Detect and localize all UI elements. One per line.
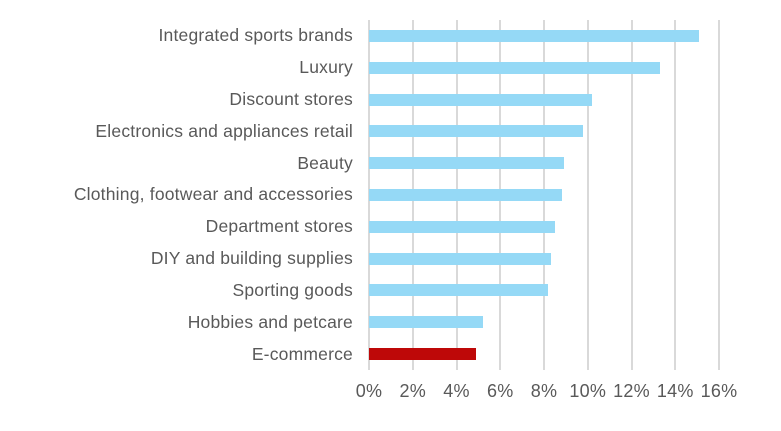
bar xyxy=(369,93,593,106)
bar xyxy=(369,252,551,265)
category-label: Department stores xyxy=(205,216,353,237)
gridline xyxy=(718,20,720,370)
category-label: Sporting goods xyxy=(232,279,353,300)
category-label: Beauty xyxy=(297,152,353,173)
gridline xyxy=(674,20,677,370)
bar xyxy=(369,189,562,201)
x-tick-label: 0% xyxy=(355,381,383,401)
x-tick-label: 12% xyxy=(613,381,650,401)
gridline xyxy=(630,20,633,370)
category-label: Integrated sports brands xyxy=(158,25,353,46)
category-label: Luxury xyxy=(299,57,353,78)
x-axis-tick-labels: 0% 2% 4% 6% 8% 10% 12% 14% 16% xyxy=(356,381,737,407)
category-label: E-commerce xyxy=(251,343,353,364)
category-label: Electronics and appliances retail xyxy=(95,120,353,141)
category-label: DIY and building supplies xyxy=(150,248,353,269)
bar xyxy=(369,284,549,297)
category-label: Clothing, footwear and accessories xyxy=(73,184,353,205)
bar xyxy=(369,157,564,170)
bar xyxy=(369,61,660,74)
x-tick-label: 8% xyxy=(530,381,558,401)
x-tick-label: 10% xyxy=(569,381,607,401)
plot-area xyxy=(368,20,720,370)
bar xyxy=(369,125,584,138)
bar-highlighted xyxy=(369,348,477,361)
bar xyxy=(369,220,555,233)
category-label: Discount stores xyxy=(229,89,353,110)
category-axis-labels: Integrated sports brands Luxury Discount s… xyxy=(0,20,361,370)
x-tick-label: 2% xyxy=(399,381,426,401)
x-tick-label: 14% xyxy=(656,381,694,401)
x-tick-label: 16% xyxy=(700,381,738,401)
x-tick-label: 4% xyxy=(443,381,470,401)
category-label: Hobbies and petcare xyxy=(187,311,353,332)
bar xyxy=(369,29,700,42)
x-tick-label: 6% xyxy=(487,381,514,401)
bar xyxy=(369,316,483,329)
gridline xyxy=(586,20,589,370)
